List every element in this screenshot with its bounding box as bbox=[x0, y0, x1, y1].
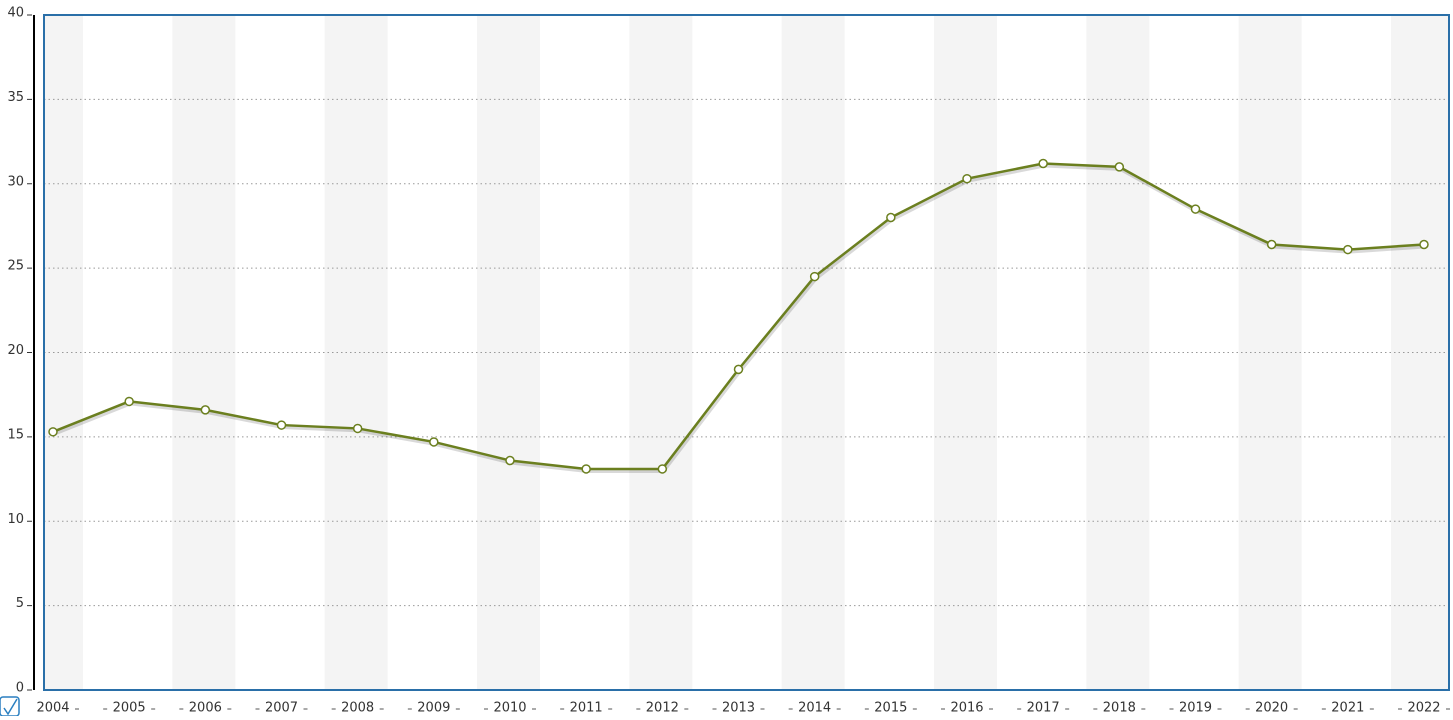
data-point bbox=[733, 364, 744, 375]
x-tick-label: 2020 bbox=[1255, 701, 1288, 716]
data-point bbox=[886, 212, 896, 223]
data-point bbox=[429, 437, 439, 447]
data-point bbox=[276, 420, 287, 430]
data-point bbox=[1419, 239, 1429, 250]
x-tick-label: 2005 bbox=[113, 701, 146, 716]
y-tick-label: 30 bbox=[7, 174, 24, 189]
y-tick-label: 0 bbox=[16, 681, 24, 696]
band-stripe bbox=[1086, 15, 1150, 690]
x-tick-label: 2010 bbox=[493, 701, 526, 716]
y-tick-label: 5 bbox=[16, 596, 24, 611]
x-tick-label: 2012 bbox=[646, 701, 679, 716]
data-point bbox=[1266, 239, 1277, 250]
x-tick-label: 2013 bbox=[722, 701, 755, 716]
y-tick-label: 40 bbox=[7, 6, 24, 21]
x-tick-label: 2008 bbox=[341, 701, 374, 716]
checkmark bbox=[3, 698, 18, 716]
data-point bbox=[962, 173, 972, 184]
x-tick-label: 2017 bbox=[1027, 701, 1060, 716]
data-point bbox=[581, 464, 591, 474]
x-tick-label: 2006 bbox=[189, 701, 222, 716]
data-point bbox=[124, 396, 134, 407]
data-point bbox=[1038, 158, 1048, 169]
x-tick-label: 2022 bbox=[1407, 701, 1440, 716]
y-tick-label: 25 bbox=[7, 259, 24, 274]
x-tick-label: 2018 bbox=[1103, 701, 1136, 716]
data-point bbox=[352, 423, 363, 434]
data-point bbox=[657, 464, 668, 474]
plot-frame bbox=[43, 14, 1450, 691]
x-tick-label: 2019 bbox=[1179, 701, 1212, 716]
data-point bbox=[48, 427, 58, 437]
data-point bbox=[1190, 204, 1201, 214]
data-point bbox=[1343, 244, 1353, 255]
band-stripe bbox=[172, 15, 236, 690]
x-tick-label: 2015 bbox=[874, 701, 907, 716]
band-stripe bbox=[1238, 15, 1302, 690]
data-point bbox=[809, 271, 820, 282]
x-tick-label: 2014 bbox=[798, 701, 831, 716]
data-point bbox=[505, 455, 515, 466]
y-tick-label: 10 bbox=[7, 512, 24, 527]
y-tick-label: 15 bbox=[7, 427, 24, 442]
y-tick-label: 35 bbox=[7, 90, 24, 105]
band-stripe bbox=[934, 15, 997, 690]
data-point bbox=[200, 405, 211, 415]
x-tick-label: 2021 bbox=[1331, 701, 1364, 716]
x-tick-label: 2009 bbox=[417, 701, 450, 716]
line-shadow bbox=[53, 163, 1426, 473]
x-tick-label: 2016 bbox=[950, 701, 983, 716]
x-tick-label: 2007 bbox=[265, 701, 298, 716]
x-tick-label: 2011 bbox=[570, 701, 603, 716]
x-tick-label: 2004 bbox=[36, 701, 69, 716]
data-point bbox=[1114, 162, 1125, 172]
y-tick-label: 20 bbox=[7, 343, 24, 358]
